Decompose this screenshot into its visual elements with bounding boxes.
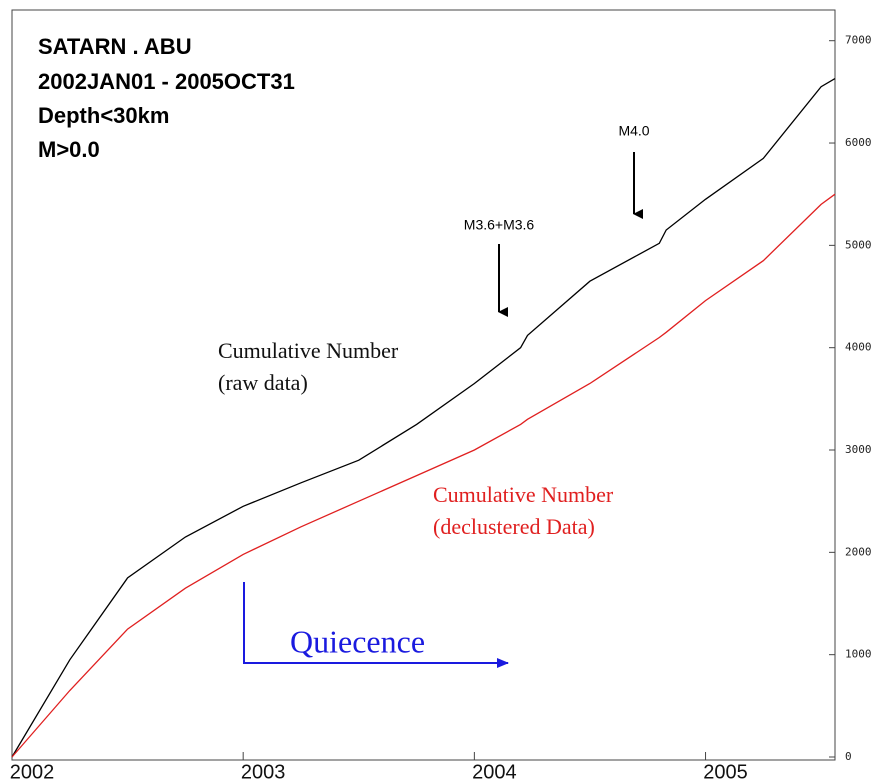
annotation: M3.6+M3.6 [464, 217, 535, 233]
series-line [11, 78, 836, 758]
annotation: SATARN . ABU [38, 34, 192, 59]
annotation: Cumulative Number [218, 338, 399, 363]
y-tick-label: 0 [845, 750, 852, 763]
annotation: 2002JAN01 - 2005OCT31 [38, 69, 295, 94]
x-tick-label: 2002 [10, 761, 55, 783]
y-tick-label: 5000 [845, 238, 872, 251]
x-tick-label: 2003 [241, 761, 286, 783]
annotation: M4.0 [618, 123, 649, 139]
annotation: (declustered Data) [433, 514, 595, 539]
y-tick-label: 1000 [845, 648, 872, 661]
annotation: Depth<30km [38, 103, 169, 128]
x-tick-label: 2005 [703, 761, 748, 783]
y-tick-label: 3000 [845, 443, 872, 456]
series-line [11, 193, 836, 758]
y-tick-label: 2000 [845, 545, 872, 558]
x-tick-label: 2004 [472, 761, 517, 783]
y-tick-label: 7000 [845, 34, 872, 47]
quiescence-arrow [243, 582, 509, 668]
annotation: Quiecence [290, 623, 425, 659]
plot-frame [11, 9, 836, 761]
y-tick-label: 6000 [845, 136, 872, 149]
y-tick-label: 4000 [845, 341, 872, 354]
annotation: M>0.0 [38, 137, 100, 162]
annotation: Cumulative Number [433, 482, 614, 507]
annotation: (raw data) [218, 370, 308, 395]
